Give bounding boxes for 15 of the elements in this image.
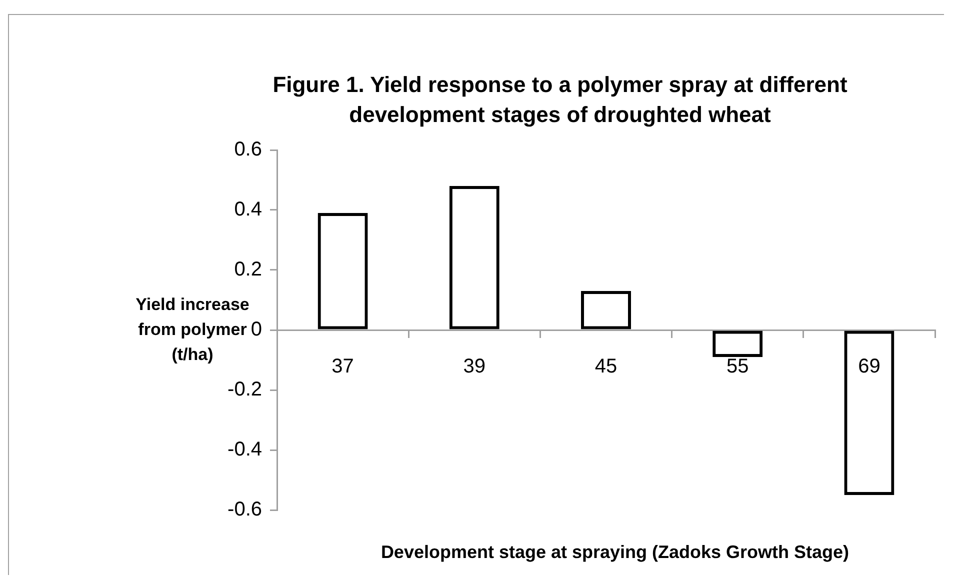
y-tick-label: 0.4 xyxy=(234,198,262,221)
y-tick-label: 0.6 xyxy=(234,138,262,161)
y-tick-label: -0.6 xyxy=(228,498,262,521)
x-axis-title: Development stage at spraying (Zadoks Growth Stage) xyxy=(380,541,850,564)
x-tick-label: 39 xyxy=(463,356,486,378)
x-tick-label: 45 xyxy=(594,356,618,378)
chart-title: Figure 1. Yield response to a polymer spray at different development stages of droughted wheat xyxy=(272,71,848,129)
y-tick-label: 0 xyxy=(250,318,262,341)
y-tick-label: 0.2 xyxy=(234,258,262,281)
y-tick-label: -0.2 xyxy=(228,378,262,401)
x-tick-label: 37 xyxy=(332,356,354,378)
x-tick-label: 69 xyxy=(858,356,880,378)
y-axis-title: Yield increase from polymer (t/ha) xyxy=(136,295,250,364)
y-tick-label: -0.4 xyxy=(228,438,262,461)
x-tick-label: 55 xyxy=(726,356,749,378)
